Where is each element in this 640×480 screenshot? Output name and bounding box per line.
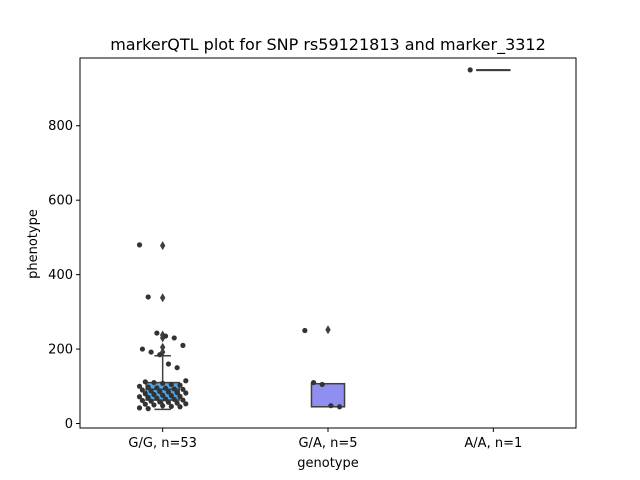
data-point — [154, 395, 160, 401]
data-point — [139, 346, 146, 352]
data-point — [180, 386, 186, 392]
data-point — [171, 335, 177, 341]
data-point — [467, 67, 473, 73]
x-tick-label: A/A, n=1 — [464, 436, 522, 451]
y-tick-label: 400 — [48, 268, 73, 283]
data-point — [177, 382, 183, 388]
data-point — [165, 399, 172, 405]
data-point — [142, 391, 148, 397]
data-point — [148, 398, 154, 404]
data-point — [336, 404, 343, 410]
data-point — [160, 403, 166, 409]
data-point — [168, 403, 174, 410]
y-tick-label: 800 — [48, 119, 73, 134]
data-point — [136, 242, 143, 248]
data-point — [162, 333, 169, 339]
outlier-marker — [159, 241, 166, 251]
data-point — [160, 392, 166, 398]
x-tick-label: G/G, n=53 — [128, 436, 196, 451]
chart-title: markerQTL plot for SNP rs59121813 and ma… — [110, 35, 546, 55]
data-point — [145, 294, 151, 300]
data-point — [162, 385, 169, 391]
data-point — [145, 394, 151, 401]
data-point — [180, 342, 186, 348]
data-point — [171, 386, 177, 392]
outlier-marker — [325, 325, 331, 335]
data-point — [139, 397, 146, 404]
data-point — [148, 349, 154, 355]
x-tick-label: G/A, n=5 — [298, 436, 357, 451]
y-axis-label: phenotype — [26, 209, 41, 279]
data-point — [160, 380, 166, 386]
data-point — [165, 361, 172, 367]
data-point — [148, 388, 154, 394]
data-point — [154, 330, 160, 336]
data-point — [177, 404, 183, 410]
data-point — [174, 400, 180, 406]
data-point — [151, 391, 157, 398]
box — [310, 382, 346, 408]
data-point — [171, 396, 177, 402]
data-point — [157, 399, 163, 405]
data-point — [157, 352, 163, 358]
data-point — [154, 385, 160, 391]
data-point — [183, 390, 189, 396]
outlier-marker — [159, 293, 166, 303]
y-tick-label: 0 — [65, 417, 73, 432]
data-point — [183, 378, 189, 384]
data-point — [180, 397, 186, 403]
data-point — [174, 390, 180, 396]
data-point — [168, 393, 174, 399]
data-point — [142, 379, 148, 385]
y-tick-label: 200 — [48, 343, 73, 358]
data-point — [145, 406, 151, 412]
data-point — [319, 381, 325, 388]
data-point — [136, 405, 143, 411]
plot-area: 0 200 400 600 800 G/G, n=53 G/A, n=5 A/A, n=1 — [48, 57, 577, 451]
data-point — [157, 388, 163, 395]
x-axis-label: genotype — [297, 456, 358, 471]
outlier-marker — [159, 342, 166, 352]
axes-frame — [79, 57, 577, 429]
data-point — [136, 383, 143, 389]
data-point — [165, 389, 172, 395]
y-tick-label: 600 — [48, 194, 73, 209]
data-point — [151, 379, 157, 386]
data-point — [302, 327, 308, 334]
data-point — [183, 401, 189, 407]
data-point — [310, 379, 317, 386]
data-point — [145, 384, 151, 390]
data-point — [136, 394, 143, 400]
data-point — [142, 401, 148, 407]
data-point — [177, 393, 183, 399]
data-point — [168, 381, 174, 388]
data-point — [174, 365, 180, 371]
data-point — [139, 387, 146, 393]
data-point — [151, 402, 157, 408]
data-point — [328, 403, 334, 409]
